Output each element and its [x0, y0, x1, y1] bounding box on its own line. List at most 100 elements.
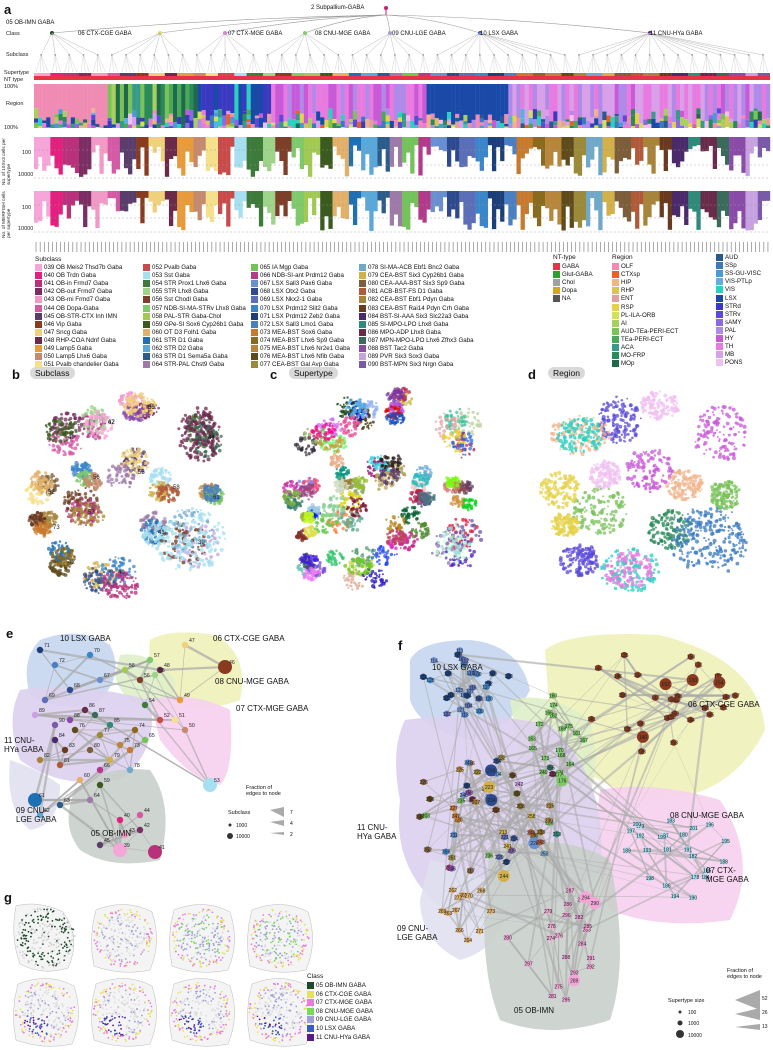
supertype-swatch	[393, 73, 398, 76]
umap-b-point	[89, 474, 92, 477]
umap-b-point	[69, 514, 73, 518]
supertype-swatch	[262, 73, 268, 76]
umap-b-point	[209, 555, 213, 559]
umap-b-point	[80, 497, 84, 501]
umap-b-point	[91, 567, 95, 570]
umap-b-point	[93, 408, 96, 411]
tree-supertype-branch	[661, 54, 664, 73]
tick-100-b: 100	[22, 205, 32, 211]
umap-b-point	[193, 450, 197, 454]
supertype-swatch	[271, 73, 276, 76]
region-bar-segment	[516, 84, 521, 119]
cells-10x-bar	[729, 137, 734, 171]
umap-b-point	[94, 512, 99, 517]
umap-b-point	[91, 579, 94, 582]
tree-supertype-branch	[692, 54, 695, 73]
umap-b-point	[70, 506, 75, 511]
umap-b-point	[48, 427, 52, 431]
region-bar-segment	[160, 125, 166, 128]
legend-swatch	[359, 296, 366, 304]
region-bar-segment	[115, 84, 121, 124]
legend-swatch	[143, 296, 150, 304]
cells-10x-bar	[602, 137, 607, 173]
cells-10x-bar	[504, 137, 509, 146]
legend-label: PONS	[725, 359, 743, 367]
legend-swatch	[35, 296, 42, 304]
tree-supertype-branch	[379, 54, 381, 73]
cells-merfish-bar	[716, 191, 722, 228]
legend-item: 072 LSX Sall3 Lmo1 Gaba	[251, 320, 333, 328]
cells-10x-bar	[238, 137, 243, 168]
legend-swatch	[716, 318, 723, 326]
supertype-swatch	[716, 73, 721, 76]
tree-supertype-branch	[154, 54, 163, 73]
cells-10x-bar	[74, 137, 80, 174]
umap-b-point	[44, 477, 48, 481]
region-bar-segment	[385, 108, 390, 116]
region-bar-segment	[201, 110, 206, 116]
umap-b-point	[186, 440, 189, 443]
region-bar-segment	[213, 109, 219, 113]
region-bar-segment	[630, 84, 636, 110]
umap-b-point	[124, 415, 129, 420]
tree-supertype-branch	[338, 54, 347, 73]
umap-b-point	[169, 473, 172, 477]
region-bar-segment	[471, 119, 476, 128]
region-bar-segment	[663, 120, 668, 128]
umap-b-point	[106, 415, 111, 420]
legend-item: GABA	[553, 263, 579, 270]
region-bar-segment	[250, 84, 255, 125]
legend-swatch	[143, 312, 150, 320]
legend-swatch	[251, 328, 258, 336]
region-bar-segment	[189, 120, 194, 128]
region-bar-segment	[328, 108, 333, 119]
region-bar-segment	[446, 122, 452, 126]
region-bar-segment	[479, 118, 484, 123]
umap-b-point	[193, 536, 197, 541]
cells-merfish-bar	[418, 191, 423, 220]
region-bar-segment	[385, 115, 390, 122]
cells-10x-bar	[471, 137, 476, 158]
umap-b-point	[202, 551, 207, 556]
legend-label: 088 BST Tac2 Gaba	[368, 345, 424, 352]
tree-supertype-branch	[219, 54, 226, 73]
umap-b-point	[84, 486, 87, 490]
cells-10x-bar	[42, 137, 47, 171]
umap-b-point	[202, 459, 206, 463]
cells-10x-bar	[581, 137, 587, 156]
region-bar-segment	[389, 84, 395, 121]
region-bar-segment	[230, 123, 235, 127]
region-bar-segment	[250, 124, 255, 128]
region-bar-segment	[389, 120, 395, 128]
umap-b-point	[139, 394, 144, 399]
legend-swatch	[553, 295, 560, 303]
cells-10x-bar	[348, 137, 354, 167]
region-bar-segment	[749, 111, 754, 123]
region-bar-segment	[201, 117, 206, 124]
umap-b-point	[67, 512, 70, 515]
class-label-07: 07 CTX-MGE GABA	[228, 31, 283, 37]
umap-b-point	[94, 588, 98, 592]
region-bar-segment	[201, 123, 206, 128]
umap-b-point	[96, 485, 99, 488]
region-bar-segment	[168, 113, 174, 116]
tree-supertype-branch	[748, 54, 756, 73]
region-bar-segment	[500, 84, 505, 117]
legend-item: HY	[716, 335, 734, 342]
tree-branch	[224, 14, 387, 34]
cells-10x-bar	[156, 137, 161, 147]
cells-10x-bar	[54, 137, 59, 169]
umap-b-point	[62, 449, 65, 453]
legend-item: SSp	[716, 262, 737, 270]
supertype-swatch	[504, 73, 509, 76]
cells-10x-bar	[91, 137, 96, 153]
umap-b-point	[220, 443, 223, 446]
supertype-swatch	[557, 73, 562, 76]
legend-item: 064 STR-PAL Chst9 Gaba	[143, 361, 224, 369]
umap-b-point	[106, 429, 110, 433]
umap-b-point	[72, 496, 75, 499]
region-bar-segment	[177, 116, 182, 125]
region-bar-segment	[148, 84, 153, 119]
region-bar-segment	[675, 84, 681, 110]
region-bar-segment	[581, 84, 587, 118]
